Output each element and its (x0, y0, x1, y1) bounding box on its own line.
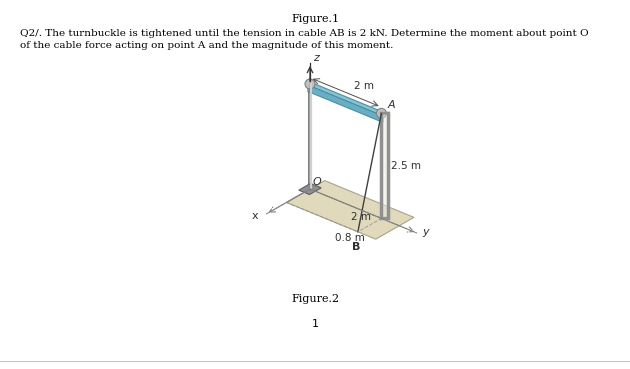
Circle shape (305, 79, 315, 89)
Text: O: O (313, 177, 322, 187)
Polygon shape (299, 183, 321, 194)
Text: y: y (422, 227, 429, 237)
Text: 2 m: 2 m (353, 81, 374, 91)
Text: 0.8 m: 0.8 m (335, 233, 365, 243)
Text: Figure.2: Figure.2 (291, 294, 339, 304)
Polygon shape (308, 83, 387, 116)
Polygon shape (308, 85, 383, 123)
Text: A: A (387, 100, 395, 110)
Polygon shape (287, 180, 414, 239)
Text: of the cable force acting on point A and the magnitude of this moment.: of the cable force acting on point A and… (20, 41, 393, 50)
Text: x: x (251, 211, 258, 221)
Text: 2.5 m: 2.5 m (391, 161, 421, 171)
Text: Q2/. The turnbuckle is tightened until the tension in cable AB is 2 kN. Determin: Q2/. The turnbuckle is tightened until t… (20, 29, 588, 38)
Text: 2 m: 2 m (351, 212, 370, 222)
Text: 1: 1 (311, 319, 319, 329)
Polygon shape (381, 113, 388, 218)
Text: z: z (313, 53, 319, 63)
Circle shape (376, 108, 386, 118)
Polygon shape (309, 83, 311, 190)
Text: B: B (352, 242, 360, 252)
Text: Figure.1: Figure.1 (291, 14, 339, 24)
